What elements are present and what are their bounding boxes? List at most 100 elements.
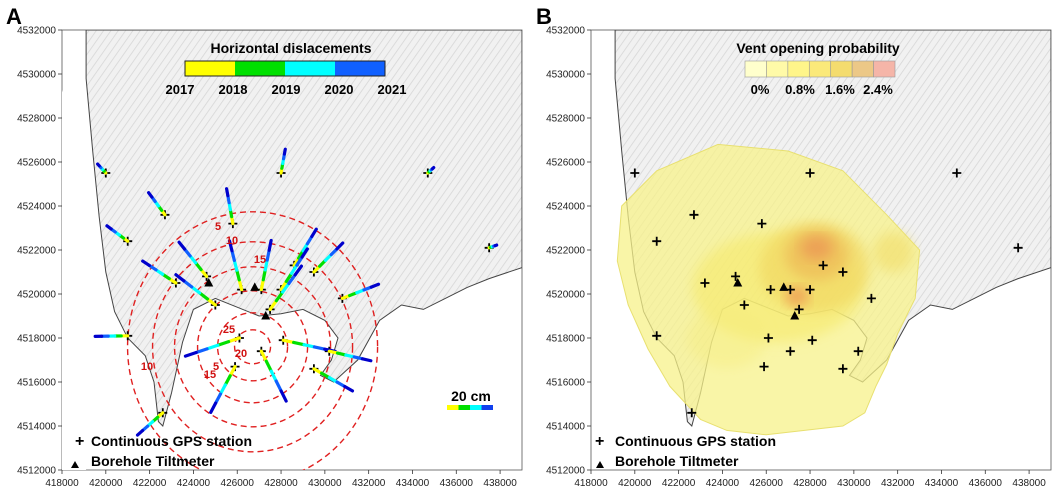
displacement-vector-segment [279, 279, 288, 292]
gps-station-marker [757, 219, 767, 229]
contour-label: 15 [254, 254, 266, 266]
scale-bar: 20 cm [447, 388, 493, 410]
x-tick-label: 438000 [1012, 478, 1046, 489]
displacement-vector-segment [228, 365, 237, 378]
displacement-vector-segment [223, 374, 232, 387]
gps-symbol: + [75, 433, 84, 450]
displacement-vector-segment [281, 338, 296, 345]
year-tick-label: 2019 [272, 82, 301, 97]
displacement-vector-segment [225, 187, 230, 198]
contour-label: 5 [213, 361, 219, 373]
gps-legend-label: Continuous GPS station [91, 433, 252, 449]
year-color-swatch [335, 61, 385, 76]
x-tick-label: 434000 [396, 478, 430, 489]
probability-color-swatch [808, 60, 832, 78]
displacement-vector-segment [282, 147, 287, 156]
displacement-vector-segment [209, 401, 218, 414]
displacement-vector-segment [105, 224, 113, 231]
displacement-vector-segment [310, 227, 318, 239]
probability-color-swatch [787, 60, 810, 78]
gps-station-marker [794, 304, 804, 314]
displacement-vector-segment [274, 290, 285, 303]
displacement-vector-segment [214, 392, 223, 405]
probability-zone [873, 232, 914, 273]
panel-a-label: A [6, 4, 22, 29]
probability-tick-label: 2.4% [863, 82, 893, 97]
gps-symbol: + [595, 433, 604, 450]
gps-station-marker [838, 267, 848, 277]
displacement-vector-segment [227, 336, 242, 344]
y-tick-label: 4524000 [546, 202, 585, 213]
displacement-legend-title: Horizontal dislacements [210, 40, 371, 56]
year-tick-label: 2018 [219, 82, 248, 97]
contour-label: 10 [141, 361, 153, 373]
year-color-bar-border [184, 60, 386, 77]
x-tick-label: 436000 [969, 478, 1003, 489]
displacement-vector-segment [197, 291, 210, 301]
scale-color-swatch [481, 405, 493, 410]
probability-color-swatch [873, 60, 896, 78]
contour-label: 25 [223, 324, 235, 336]
gps-legend-label: Continuous GPS station [615, 433, 776, 449]
displacement-legend: Horizontal dislacements 2017 2018 2019 2020… [166, 40, 407, 97]
uplift-contour [126, 211, 379, 470]
probability-legend: Vent opening probability 0% 0.8% 1.6% 2.4% [736, 40, 900, 97]
x-tick-label: 430000 [837, 478, 871, 489]
y-tick-label: 4524000 [17, 202, 56, 213]
tiltmeter-markers [204, 278, 271, 320]
map-legend-b: + Continuous GPS station Borehole Tiltme… [595, 433, 776, 469]
displacement-vector-segment [360, 357, 373, 363]
x-tick-label: 418000 [574, 478, 608, 489]
probability-color-swatch [744, 60, 767, 78]
probability-color-swatch [766, 60, 789, 78]
year-tick-label: 2020 [325, 82, 354, 97]
x-tick-label: 428000 [793, 478, 827, 489]
y-tick-label: 4516000 [17, 378, 56, 389]
displacement-vector-segment [205, 297, 217, 307]
tiltmeter-marker [250, 282, 260, 291]
displacement-vector-segment [279, 389, 288, 403]
displacement-vector-segment [295, 255, 304, 267]
displacement-vector-segment [183, 350, 198, 358]
displacement-vector-segment [281, 281, 291, 294]
probability-legend-title: Vent opening probability [736, 40, 900, 56]
x-tick-label: 436000 [440, 478, 474, 489]
tiltmeter-symbol [596, 461, 604, 468]
uplift-contour [233, 329, 272, 365]
year-color-bar [184, 60, 386, 77]
displacement-vector-segment [430, 165, 436, 171]
axes-b: 418000 420000 422000 424000 426000 428000 4300… [546, 26, 1046, 490]
year-tick-labels: 2017 2018 2019 2020 2021 [166, 82, 407, 97]
displacement-vector-segment [259, 349, 268, 363]
displacement-vector-segment [293, 264, 304, 277]
probability-tick-label: 0% [751, 82, 770, 97]
y-tick-label: 4532000 [546, 26, 585, 37]
vent-probability-map [616, 143, 921, 436]
displacement-vector-segment [205, 343, 220, 351]
contour-label: 5 [215, 221, 221, 233]
displacement-vector-segment [216, 340, 231, 347]
uplift-contour [151, 241, 354, 453]
displacement-vector-segment [287, 273, 297, 286]
displacement-vector-segment [194, 347, 209, 355]
gps-markers [630, 168, 1023, 418]
displacement-vector-segment [289, 263, 299, 275]
tiltmeter-marker [790, 311, 800, 320]
probability-color-swatch [830, 60, 853, 78]
x-tick-label: 420000 [618, 478, 652, 489]
displacement-vector-segment [343, 384, 355, 393]
gps-station-marker [731, 271, 741, 281]
probability-color-bar [744, 60, 896, 78]
tiltmeter-marker [733, 278, 743, 287]
probability-tick-label: 0.8% [785, 82, 815, 97]
y-tick-label: 4516000 [546, 378, 585, 389]
x-tick-label: 424000 [706, 478, 740, 489]
y-tick-label: 4528000 [17, 114, 56, 125]
displacement-vector-segment [335, 241, 345, 251]
displacement-vector-segment [141, 259, 151, 268]
gps-station-marker [652, 236, 662, 246]
y-tick-label: 4526000 [17, 158, 56, 169]
hillshade-terrain [62, 30, 522, 470]
gps-station-marker [785, 346, 795, 356]
